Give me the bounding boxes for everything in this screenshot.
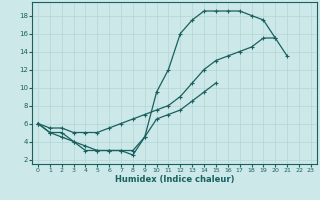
X-axis label: Humidex (Indice chaleur): Humidex (Indice chaleur) [115, 175, 234, 184]
